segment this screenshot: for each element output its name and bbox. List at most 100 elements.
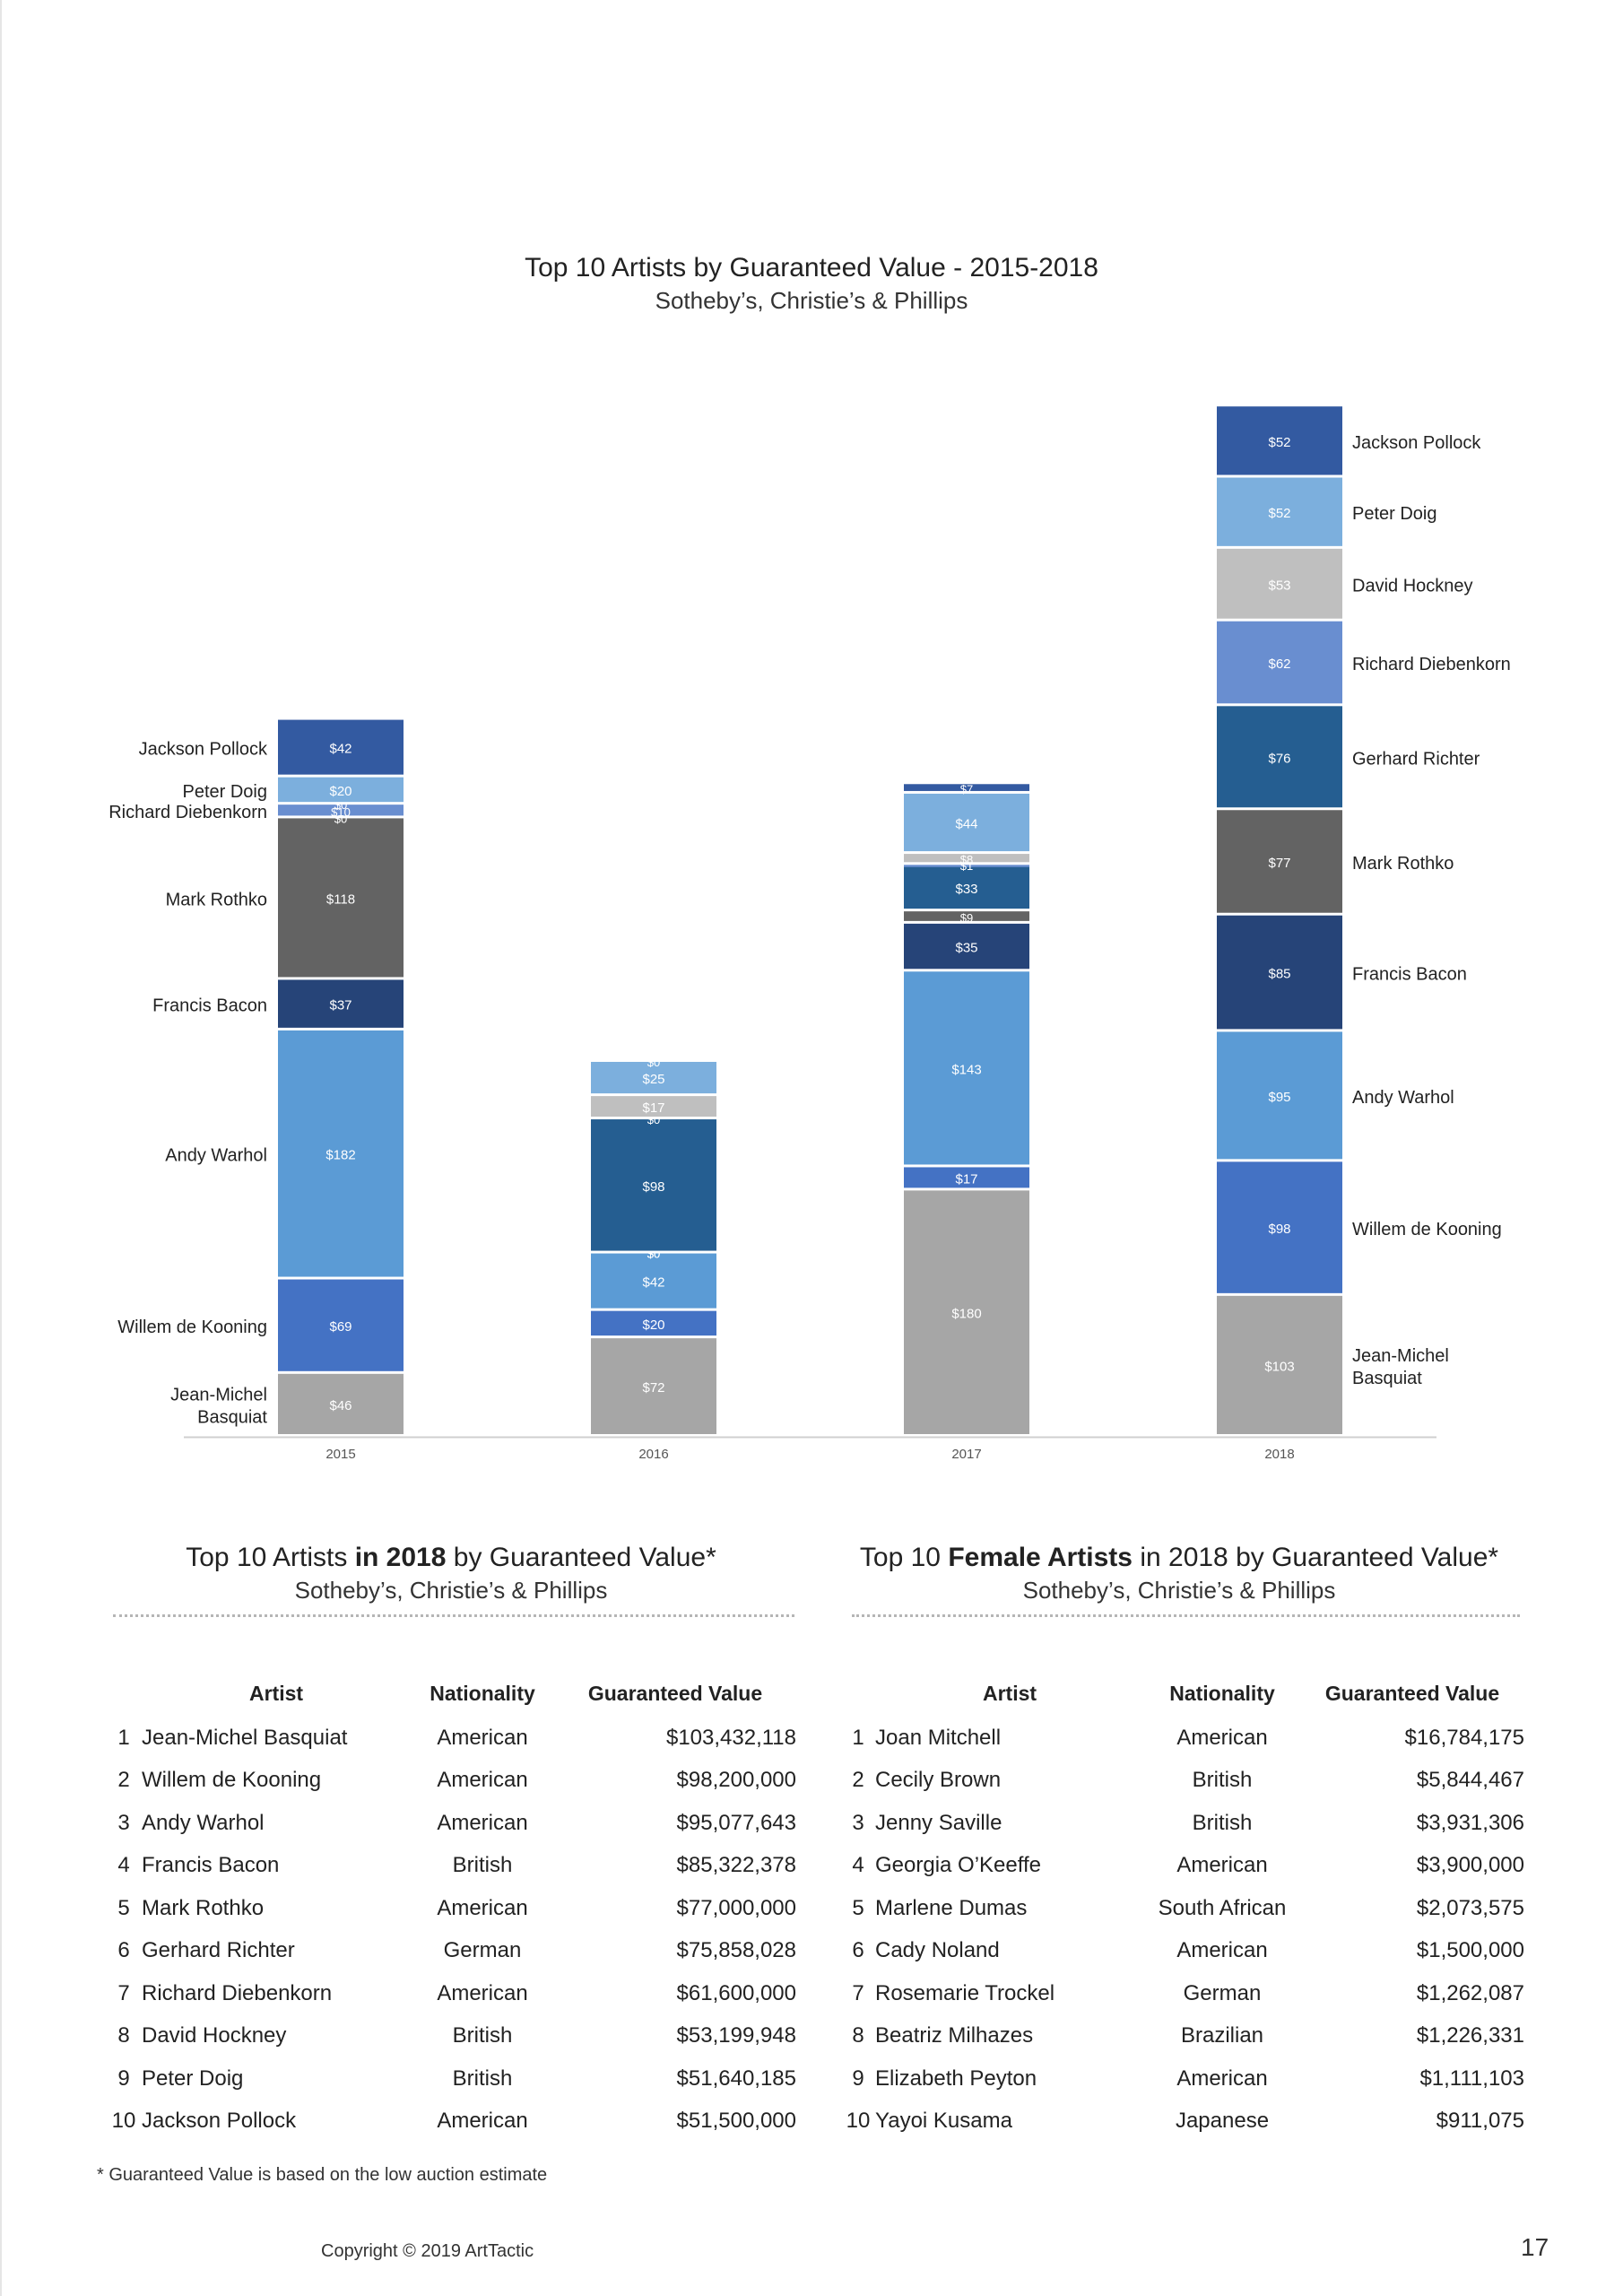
table-2018-divider	[113, 1614, 794, 1617]
artist-cell: Beatriz Milhazes	[875, 2023, 1034, 2048]
rank-cell: 4	[117, 1853, 130, 1878]
rank-cell: 10	[846, 2109, 871, 2134]
bar-segment	[904, 923, 1029, 970]
rank-cell: 8	[117, 2023, 130, 2048]
nationality-cell: Brazilian	[1180, 2023, 1264, 2048]
bar-value-label: $20	[329, 784, 352, 799]
bar-value-label: $182	[325, 1148, 355, 1163]
bar-value-label: $7	[960, 783, 973, 796]
rank-cell: 4	[852, 1853, 864, 1878]
table-row: 10 Jackson Pollock American $51,500,000	[106, 2100, 796, 2144]
rank-header	[841, 1670, 875, 1717]
series-label: David Hockney	[1352, 576, 1473, 596]
table-2018-title: Top 10 Artists in 2018 by Guaranteed Val…	[186, 1543, 716, 1572]
bar-value-label: $53	[1268, 578, 1290, 593]
bar-segment	[1217, 621, 1342, 704]
value-header: Guaranteed Value	[1324, 1681, 1500, 1705]
series-label: Jackson Pollock	[139, 740, 268, 760]
bar-segment	[278, 818, 404, 978]
nationality-cell: British	[1192, 1810, 1253, 1835]
value-cell: $61,600,000	[676, 1980, 796, 2005]
table-row: 5 Mark Rothko American $77,000,000	[106, 1887, 796, 1930]
bar-segment	[591, 1253, 716, 1309]
bar-segment	[1217, 548, 1342, 619]
bar-value-label: $52	[1268, 435, 1290, 450]
value-cell: $77,000,000	[676, 1895, 796, 1920]
bar-value-label: $25	[642, 1072, 664, 1087]
rank-cell: 6	[117, 1938, 130, 1963]
bar-segment	[904, 971, 1029, 1165]
bar-value-label: $0	[647, 1056, 660, 1069]
value-cell: $51,500,000	[676, 2109, 796, 2134]
value-cell: $911,075	[1436, 2109, 1524, 2134]
table-row: 1 Joan Mitchell American $16,784,175	[841, 1717, 1524, 1760]
value-cell: $1,226,331	[1416, 2023, 1524, 2048]
table-row: 5 Marlene Dumas South African $2,073,575	[841, 1887, 1524, 1930]
table-header-row: Artist Nationality Guaranteed Value	[106, 1670, 796, 1717]
artist-cell: Georgia O’Keeffe	[875, 1853, 1042, 1878]
nationality-cell: British	[1192, 1768, 1253, 1793]
bar-segment	[904, 854, 1029, 863]
artist-header: Artist	[248, 1681, 304, 1705]
bar-segment	[1217, 1295, 1342, 1434]
nationality-cell: American	[437, 1768, 528, 1793]
bar-segment	[278, 777, 404, 803]
value-cell: $85,322,378	[676, 1853, 796, 1878]
table-female-title: Top 10 Female Artists in 2018 by Guarant…	[859, 1543, 1499, 1572]
artist-cell: Rosemarie Trockel	[875, 1980, 1055, 2005]
bar-value-label: $143	[951, 1062, 981, 1077]
artist-cell: Mark Rothko	[142, 1895, 265, 1920]
bar-segment	[591, 1338, 716, 1434]
series-label: Jackson Pollock	[1352, 433, 1481, 453]
table-row: 8 David Hockney British $53,199,948	[106, 2015, 796, 2058]
table-row: 3 Jenny Saville British $3,931,306	[841, 1802, 1524, 1845]
table-row: 2 Cecily Brown British $5,844,467	[841, 1760, 1524, 1803]
table-female-divider	[852, 1614, 1520, 1617]
bar-value-label: $85	[1268, 967, 1290, 982]
series-label: Mark Rothko	[166, 890, 267, 909]
bar-segment	[904, 911, 1029, 921]
bar-segment	[1217, 1031, 1342, 1160]
artist-cell: Andy Warhol	[142, 1810, 265, 1835]
rank-cell: 1	[117, 1725, 130, 1750]
bar-value-label: $77	[1268, 856, 1290, 871]
table-2018: Artist Nationality Guaranteed Value 1 Jea…	[106, 1670, 796, 2143]
value-cell: $16,784,175	[1404, 1725, 1524, 1750]
value-cell: $51,640,185	[676, 2066, 796, 2091]
artist-cell: Richard Diebenkorn	[142, 1980, 333, 2005]
rank-cell: 5	[117, 1895, 130, 1920]
bar-value-label: $37	[329, 998, 352, 1013]
table-row: 4 Georgia O’Keeffe American $3,900,000	[841, 1845, 1524, 1888]
table-female-subtitle: Sotheby’s, Christie’s & Phillips	[1022, 1577, 1336, 1604]
bar-value-label: $103	[1264, 1359, 1294, 1374]
bar-value-label: $42	[329, 742, 352, 757]
bar-segment	[591, 1310, 716, 1336]
nationality-cell: Japanese	[1175, 2109, 1270, 2134]
rank-cell: 2	[117, 1768, 130, 1793]
artist-cell: Jenny Saville	[875, 1810, 1002, 1835]
nationality-cell: British	[452, 1853, 513, 1878]
value-cell: $1,262,087	[1416, 1980, 1524, 2005]
chart-title: Top 10 Artists by Guaranteed Value - 201…	[525, 253, 1098, 283]
nationality-cell: British	[452, 2066, 513, 2091]
bar-value-label: $35	[955, 941, 977, 956]
rank-header	[106, 1670, 142, 1717]
artist-cell: Cecily Brown	[875, 1768, 1002, 1793]
bar-segment	[278, 1030, 404, 1277]
bar-value-label: $52	[1268, 506, 1290, 521]
artist-cell: Peter Doig	[142, 2066, 244, 2091]
series-label: Peter Doig	[1352, 504, 1437, 524]
rank-cell: 7	[852, 1980, 864, 2005]
x-tick-label: 2017	[951, 1447, 981, 1462]
artist-cell: Francis Bacon	[142, 1853, 280, 1878]
series-label: Mark Rothko	[1352, 854, 1454, 874]
bar-segment	[1217, 810, 1342, 913]
bar-value-label: $69	[329, 1319, 352, 1335]
page-number: 17	[1521, 2233, 1549, 2261]
series-label: Jean-Michel Basquiat	[1352, 1346, 1449, 1388]
table-row: 9 Elizabeth Peyton American $1,111,103	[841, 2057, 1524, 2100]
bar-segment	[1217, 477, 1342, 546]
nationality-cell: German	[443, 1938, 522, 1963]
rank-cell: 5	[852, 1895, 864, 1920]
bar-value-label: $180	[951, 1307, 981, 1322]
